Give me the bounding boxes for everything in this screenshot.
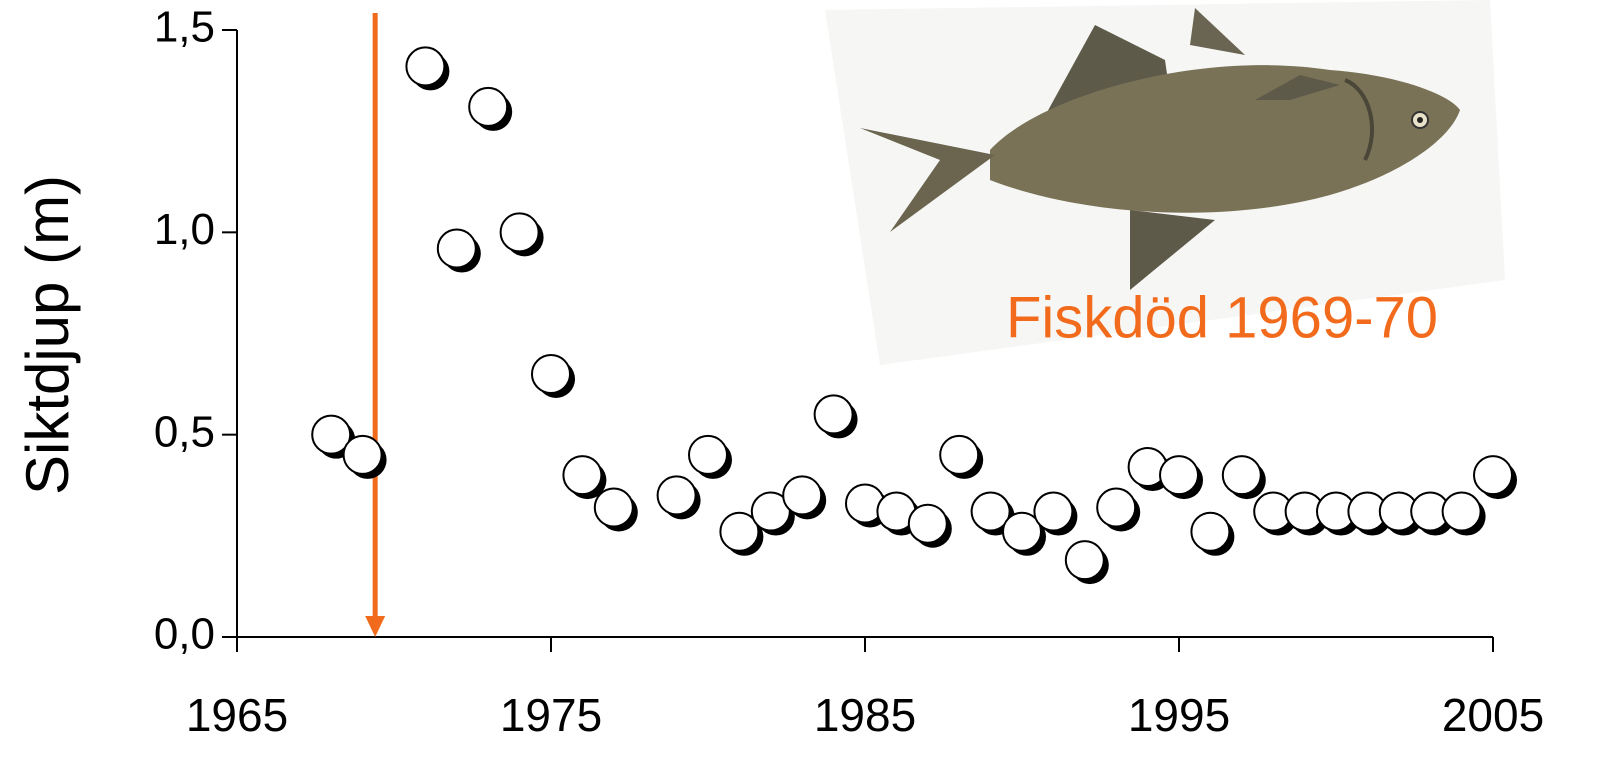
point — [499, 212, 540, 253]
x-tick-label: 1975 — [500, 689, 602, 741]
y-tick-label: 1,0 — [154, 205, 215, 254]
point — [405, 46, 446, 87]
x-tick-label: 1985 — [814, 689, 916, 741]
point — [1190, 511, 1231, 552]
annotation-arrowhead — [365, 616, 386, 637]
point — [1473, 455, 1513, 496]
point — [468, 86, 509, 127]
point — [750, 491, 791, 532]
point — [1159, 455, 1199, 496]
x-tick-label: 2005 — [1442, 689, 1544, 741]
point — [688, 434, 728, 475]
point — [907, 503, 948, 544]
point — [813, 394, 854, 435]
point — [593, 487, 634, 528]
point — [656, 475, 697, 516]
point — [1221, 455, 1262, 496]
point — [1096, 487, 1137, 528]
point — [939, 434, 980, 475]
y-axis-label: Siktdjup (m) — [14, 175, 81, 495]
point — [562, 455, 603, 496]
y-tick-label: 0,5 — [154, 407, 215, 456]
y-tick-label: 1,5 — [154, 3, 215, 52]
annotation-text: Fiskdöd 1969-70 — [1006, 285, 1438, 350]
point — [1064, 540, 1105, 581]
point — [436, 228, 477, 269]
point — [719, 511, 760, 552]
x-tick-label: 1995 — [1128, 689, 1230, 741]
point — [970, 491, 1011, 532]
fish-illustration — [825, 0, 1505, 365]
x-tick-label: 1965 — [186, 689, 288, 741]
y-tick-label: 0,0 — [154, 610, 215, 659]
point — [782, 475, 823, 516]
point — [311, 414, 352, 455]
point — [342, 434, 383, 475]
point — [531, 353, 571, 394]
point — [1441, 491, 1482, 532]
point — [1033, 491, 1074, 532]
point — [1002, 511, 1042, 552]
